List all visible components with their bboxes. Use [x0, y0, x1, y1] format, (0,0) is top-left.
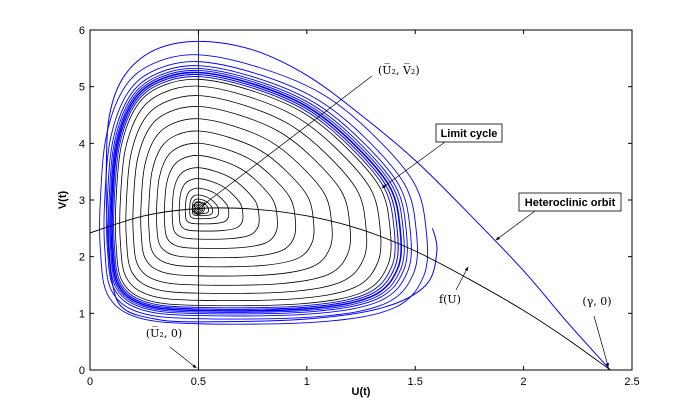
equilibrium-arrow — [202, 75, 373, 206]
trajectory-8 — [148, 130, 315, 268]
u2-arrow — [169, 346, 197, 369]
limit-cycle-arrow — [381, 141, 446, 189]
trajectory-12 — [119, 85, 382, 302]
trajectory-1 — [191, 198, 213, 217]
equilibrium-ring-1 — [194, 205, 202, 212]
trajectory-5 — [171, 167, 260, 240]
inner-blue-orbit-0 — [113, 76, 396, 309]
x-tick-label-3: 1.5 — [408, 376, 423, 388]
trajectory-11 — [125, 95, 368, 294]
trajectory-4 — [178, 178, 244, 232]
plot-area — [90, 30, 611, 370]
y-axis-ticks: 0 1 2 3 4 5 6 — [79, 25, 632, 377]
x-axis-ticks: 0 0.5 1 1.5 2 2.5 — [87, 30, 640, 388]
y-axis-label: V(t) — [57, 191, 69, 210]
inner-blue-orbit-1 — [111, 74, 399, 310]
limit-cycle-label: Limit cycle — [441, 128, 498, 140]
limit-cycle-orbit-3 — [106, 65, 412, 317]
y-tick-label-2: 2 — [79, 252, 85, 264]
equilibrium-ring-0 — [196, 206, 201, 211]
x-tick-label-5: 2.5 — [624, 376, 639, 388]
trajectory-2 — [189, 194, 220, 220]
limit-cycle-label-box — [435, 123, 503, 143]
trajectory-7 — [156, 142, 297, 259]
heteroclinic-arrow — [495, 210, 536, 241]
x-axis-label: U(t) — [352, 386, 371, 398]
f-curve-arrow — [455, 266, 469, 291]
trajectory-10 — [132, 106, 351, 286]
y-tick-label-0: 0 — [79, 365, 85, 377]
y-tick-label-5: 5 — [79, 82, 85, 94]
f-curve — [90, 207, 611, 370]
u2-label: (U̅₂, 0) — [146, 326, 182, 340]
x-tick-label-2: 1 — [304, 376, 310, 388]
limit-cycle-orbit-5 — [99, 54, 429, 325]
y-tick-label-6: 6 — [79, 25, 85, 37]
gamma-label: (γ, 0) — [582, 295, 611, 308]
limit-cycle-orbit-4 — [103, 61, 418, 320]
trajectory-13 — [114, 78, 392, 307]
annotations: (U̅₂, V̅₂) Limit cycle Heteroclinic orbi… — [146, 63, 622, 369]
limit-cycle-orbit-2 — [107, 67, 408, 315]
y-tick-label-4: 4 — [79, 138, 85, 150]
equilibrium-ring-2 — [193, 203, 204, 214]
heteroclinic-label-box — [518, 192, 622, 212]
limit-cycle-orbit-0 — [110, 71, 403, 312]
gamma-arrow — [593, 315, 609, 368]
heteroclinic-label: Heteroclinic orbit — [525, 197, 616, 209]
equilibrium-ring-3 — [191, 202, 205, 215]
y-tick-label-3: 3 — [79, 195, 85, 207]
x-tick-label-0: 0 — [87, 376, 93, 388]
heteroclinic-orbit — [105, 40, 611, 370]
y-tick-label-1: 1 — [79, 308, 85, 320]
equilibrium-label: (U̅₂, V̅₂) — [378, 63, 420, 77]
trajectory-9 — [140, 118, 333, 277]
trajectory-14 — [111, 74, 399, 310]
x-tick-label-4: 2 — [521, 376, 527, 388]
limit-cycle-orbit-1 — [109, 69, 405, 313]
f-curve-label: f(U) — [439, 293, 461, 306]
x-tick-label-1: 0.5 — [191, 376, 206, 388]
trajectory-6 — [163, 155, 278, 249]
